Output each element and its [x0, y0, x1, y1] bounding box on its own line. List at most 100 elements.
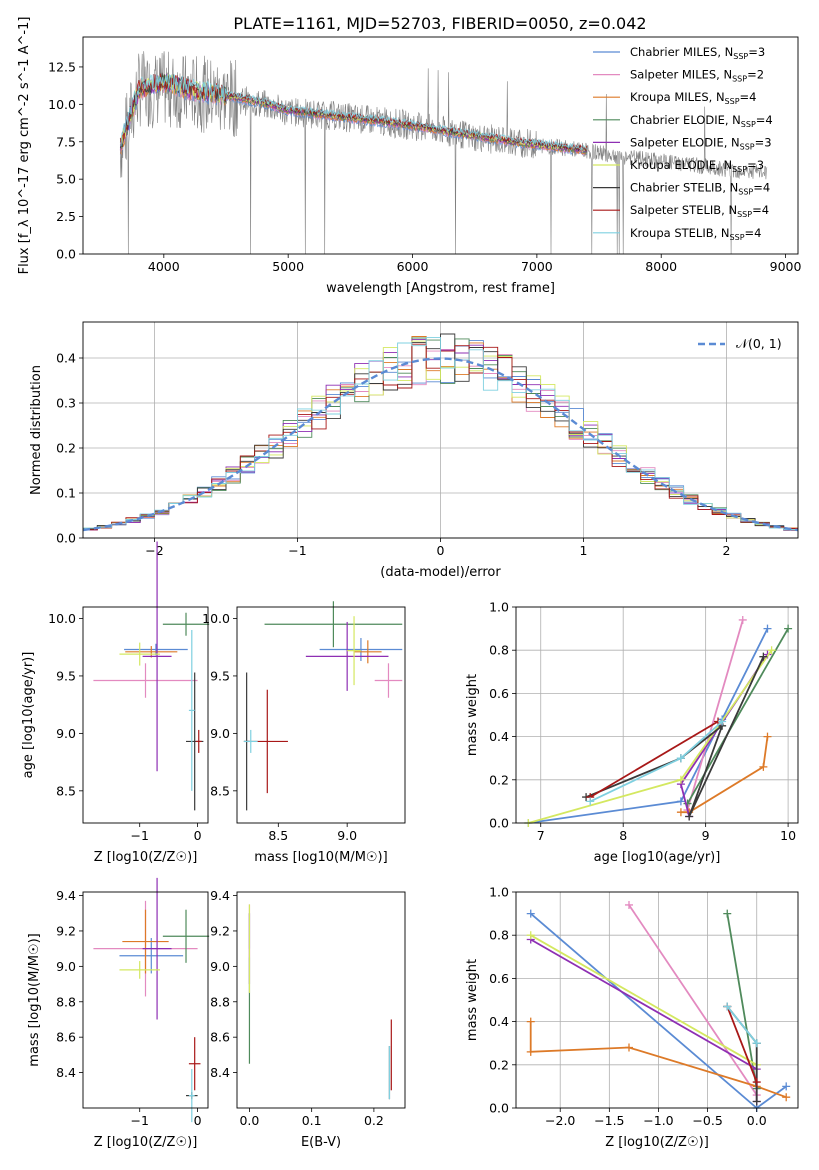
- mass-weight-marker: [759, 762, 768, 771]
- residual-histogram-step: [83, 337, 798, 531]
- legend-count: =2: [747, 68, 764, 82]
- mass-weight-marker: [685, 812, 694, 821]
- legend-entry: Salpeter STELIB, NSSP=4: [630, 203, 769, 219]
- axes-frame: [82, 36, 799, 255]
- y-tick-label: 9.2: [56, 923, 76, 938]
- x-tick-label: 0: [194, 1113, 202, 1128]
- mass-weight-series-line: [726, 1005, 758, 1044]
- x-axis-label: Z [log10(Z/Z☉)]: [605, 1135, 709, 1150]
- mass-weight-series-line: [726, 1006, 758, 1083]
- y-tick-label: 8.4: [210, 1065, 230, 1080]
- mass-weight-marker: [683, 799, 692, 808]
- legend-count: =4: [740, 90, 757, 104]
- x-tick-label: 8000: [645, 259, 677, 274]
- mass-weight-series-line: [680, 736, 769, 814]
- x-axis-label: (data-model)/error: [380, 565, 501, 580]
- normal-distribution-curve: [82, 357, 799, 532]
- mass-weight-marker: [723, 1002, 732, 1011]
- mass-weight-marker: [586, 797, 595, 806]
- mass-weight-marker: [723, 909, 732, 918]
- y-tick-label: 0.3: [56, 396, 76, 411]
- y-tick-label: 12.5: [48, 59, 76, 74]
- y-tick-label: 0.0: [489, 816, 509, 831]
- legend-entry: 𝒩(0, 1): [736, 336, 782, 351]
- y-tick-label: 2.5: [56, 209, 76, 224]
- x-tick-label: 0.1: [302, 1113, 322, 1128]
- y-tick-label: 7.5: [56, 134, 76, 149]
- legend-entry: Chabrier ELODIE, NSSP=4: [630, 113, 773, 129]
- x-tick-label: 0.2: [364, 1113, 384, 1128]
- legend-count: =4: [756, 113, 773, 127]
- x-tick-label: −1.5: [594, 1113, 624, 1128]
- panel-mass_vs_Z: −1 0 8.4 8.6 8.8 9.0 9.2 9.4 Z [log10(Z/Z☉)] mass…: [27, 877, 210, 1150]
- x-tick-label: −1.0: [643, 1113, 673, 1128]
- x-axis-label: E(B-V): [301, 1135, 341, 1150]
- panel-mass_weight_vs_age: 7 8 9 10 0.0 0.2 0.4 0.6 0.8 1.0 age [log10(age/yr…: [465, 600, 799, 865]
- model-fit-line: [120, 74, 587, 151]
- mass-weight-marker: [676, 754, 685, 763]
- legend-entry: Kroupa ELODIE, NSSP=3: [630, 158, 764, 174]
- x-tick-label: 10: [780, 828, 796, 843]
- y-tick-label: 9.5: [210, 668, 230, 683]
- panel-residuals: −2 −1 0 1 2 0.0 0.1 0.2 0.3 0.4 (data-model)/error…: [29, 321, 799, 580]
- y-tick-label: 9.0: [210, 959, 230, 974]
- model-fit-line: [119, 73, 587, 152]
- legend-count: =4: [745, 226, 762, 240]
- y-tick-label: 5.0: [56, 172, 76, 187]
- legend-subscript: SSP: [740, 142, 755, 151]
- y-tick-label: 0.1: [56, 486, 76, 501]
- x-axis-label: wavelength [Angstrom, rest frame]: [326, 281, 555, 296]
- y-tick-label: 0.4: [56, 351, 76, 366]
- y-axis-label: mass [log10(M/M☉)]: [27, 933, 42, 1066]
- mass-weight-marker: [782, 1082, 791, 1091]
- mass-weight-series-line: [589, 720, 719, 798]
- mass-weight-marker: [752, 1039, 761, 1048]
- mass-weight-marker: [676, 797, 685, 806]
- x-tick-label: −1: [130, 1113, 148, 1128]
- legend-subscript: SSP: [741, 120, 756, 129]
- mass-weight-series-line: [686, 619, 744, 811]
- mass-weight-marker: [526, 931, 535, 940]
- y-tick-label: 0.6: [489, 686, 509, 701]
- mass-weight-marker: [676, 808, 685, 817]
- legend-entry: Kroupa STELIB, NSSP=4: [630, 226, 761, 242]
- y-tick-label: 0.0: [56, 531, 76, 546]
- x-tick-label: 9: [702, 828, 710, 843]
- y-tick-label: 9.0: [56, 959, 76, 974]
- y-tick-label: 1.0: [489, 600, 509, 615]
- mass-weight-marker: [763, 624, 772, 633]
- y-tick-label: 9.0: [56, 726, 76, 741]
- x-tick-label: 7: [537, 828, 545, 843]
- panel-age_vs_mass: 8.5 9.0 8.5 9.0 9.5 10.0 mass [log10(M/M☉)]: [202, 601, 406, 865]
- y-tick-label: 1.0: [489, 885, 509, 900]
- y-tick-label: 0.0: [56, 247, 76, 262]
- y-tick-label: 9.4: [56, 888, 76, 903]
- y-tick-label: 8.6: [56, 1030, 76, 1045]
- mass-weight-marker: [718, 717, 727, 726]
- legend-count: =3: [748, 45, 765, 59]
- axes-frame: [515, 891, 799, 1109]
- mass-weight-marker: [752, 1097, 761, 1106]
- legend-entry: Kroupa MILES, NSSP=4: [630, 90, 756, 106]
- y-tick-label: 8.5: [56, 783, 76, 798]
- mass-weight-marker: [759, 652, 768, 661]
- x-tick-label: 4000: [148, 259, 180, 274]
- axes-frame: [82, 891, 209, 1109]
- mass-weight-marker: [738, 615, 747, 624]
- y-axis-label: mass weight: [465, 959, 480, 1041]
- legend-count: =4: [752, 203, 769, 217]
- x-tick-label: −1: [130, 828, 148, 843]
- y-tick-label: 8.8: [56, 994, 76, 1009]
- y-tick-label: 9.0: [210, 726, 230, 741]
- y-tick-label: 0.8: [489, 643, 509, 658]
- legend-count: =4: [753, 181, 770, 195]
- mass-weight-series-line: [530, 938, 758, 1102]
- y-tick-label: 9.4: [210, 888, 230, 903]
- x-tick-label: 0.0: [239, 1113, 259, 1128]
- y-tick-label: 0.2: [489, 772, 509, 787]
- x-tick-label: 7000: [521, 259, 553, 274]
- y-axis-label: mass weight: [465, 674, 480, 756]
- y-tick-label: 10.0: [48, 97, 76, 112]
- y-axis-label: age [log10(age/yr)]: [21, 652, 36, 779]
